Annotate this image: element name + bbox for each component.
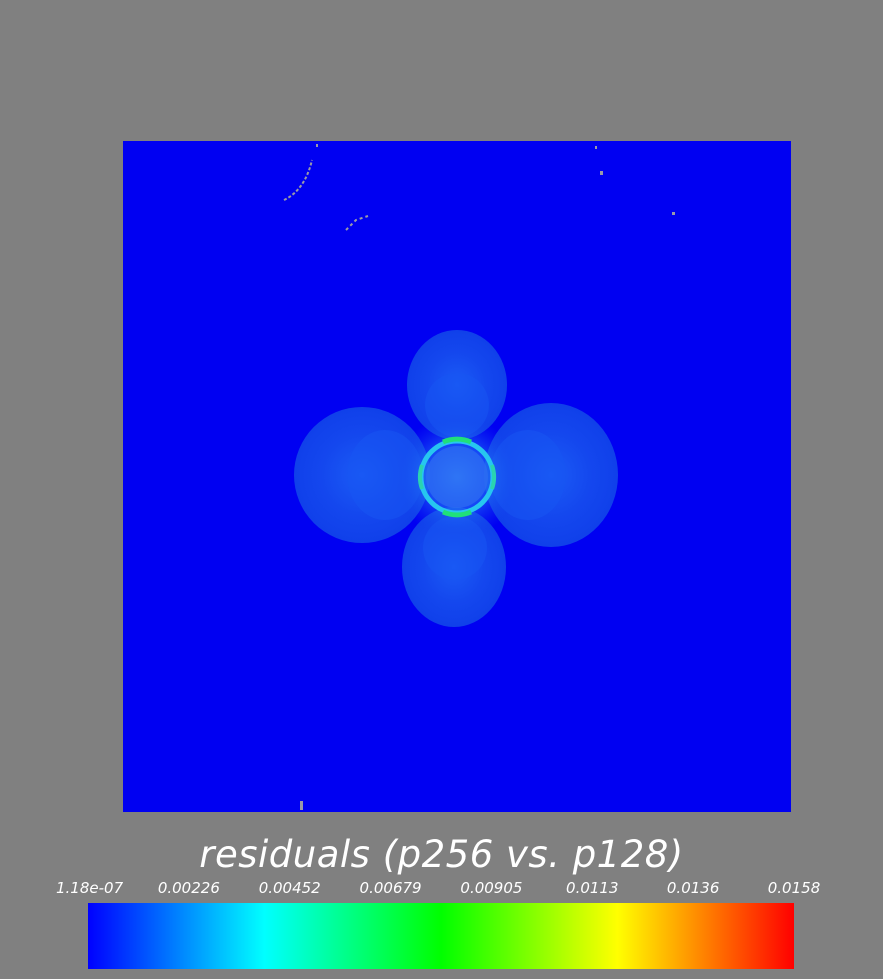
colorbar-tick-label: 0.00679 <box>359 879 422 897</box>
colorbar-tick-label: 0.00226 <box>157 879 220 897</box>
colorbar-gradient <box>88 903 794 969</box>
residual-ring <box>418 436 496 518</box>
ring-hot-right <box>490 464 496 490</box>
artifact-arc <box>283 159 313 201</box>
ring-hot-bottom <box>442 509 472 518</box>
colorbar <box>88 903 794 969</box>
colorbar-tick-label: 0.0136 <box>666 879 720 897</box>
artifact-speck <box>672 212 675 215</box>
ring-hot-left <box>418 464 424 490</box>
artifact-speck <box>600 171 603 175</box>
colorbar-tick-label: 1.18e-07 <box>56 879 124 897</box>
field-artifacts <box>283 144 675 810</box>
ring-hot-top <box>442 436 472 445</box>
colorbar-tick-label: 0.00905 <box>460 879 523 897</box>
ring-inner-core <box>426 446 488 508</box>
artifact-dash <box>345 215 369 231</box>
artifact-speck <box>595 146 597 149</box>
chart-title: residuals (p256 vs. p128) <box>199 833 684 876</box>
artifact-speck <box>300 801 303 810</box>
artifact-speck <box>316 144 318 147</box>
colorbar-tick-label: 0.0158 <box>767 879 821 897</box>
colorbar-tick-label: 0.00452 <box>258 879 321 897</box>
colorbar-tick-label: 0.0113 <box>566 879 619 897</box>
